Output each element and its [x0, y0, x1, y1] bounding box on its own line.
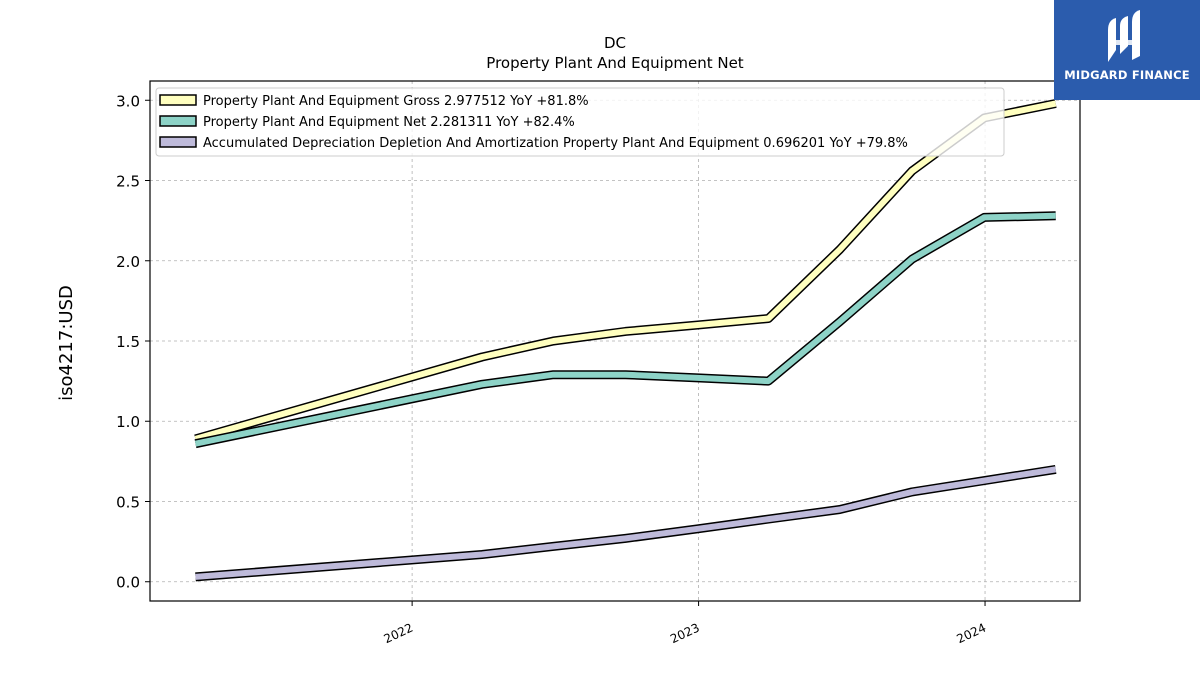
- brand-logo: MIDGARD FINANCE: [1054, 0, 1200, 100]
- series-line-2: [195, 466, 1057, 580]
- y-axis-label: iso4217:USD: [56, 285, 77, 401]
- legend-swatch: [159, 136, 197, 148]
- x-tick-label: 2024: [955, 621, 989, 647]
- series-outline-2: [195, 464, 1057, 582]
- chart-subtitle: Property Plant And Equipment Net: [486, 54, 743, 72]
- legend-entry: Property Plant And Equipment Net 2.28131…: [203, 115, 575, 130]
- legend-entry: Accumulated Depreciation Depletion And A…: [203, 136, 908, 151]
- chart-title: DC: [604, 34, 626, 52]
- legend-swatch: [159, 94, 197, 106]
- midgard-logo-icon: [1108, 10, 1140, 62]
- y-tick-label: 2.0: [116, 253, 140, 271]
- brand-name: MIDGARD FINANCE: [1064, 68, 1190, 82]
- legend-frame: [155, 87, 1005, 157]
- legend-entry: Property Plant And Equipment Gross 2.977…: [203, 94, 589, 109]
- y-tick-label: 3.0: [116, 92, 140, 110]
- y-tick-label: 1.5: [116, 333, 140, 351]
- legend-swatch: [159, 115, 197, 127]
- y-axis: 0.0 0.5 1.0 1.5 2.0 2.5 3.0: [116, 92, 150, 592]
- y-tick-label: 0.0: [116, 574, 140, 592]
- x-axis: 2022 2023 2024: [382, 601, 989, 647]
- x-tick-label: 2022: [382, 621, 416, 647]
- x-tick-label: 2023: [668, 621, 702, 647]
- y-tick-label: 1.0: [116, 413, 140, 431]
- series-line-1: [194, 212, 1056, 447]
- grid: [150, 81, 1080, 601]
- y-tick-label: 0.5: [116, 493, 140, 511]
- legend: Property Plant And Equipment Gross 2.977…: [155, 87, 1005, 157]
- series-layer: [194, 99, 1057, 582]
- y-tick-label: 2.5: [116, 173, 140, 191]
